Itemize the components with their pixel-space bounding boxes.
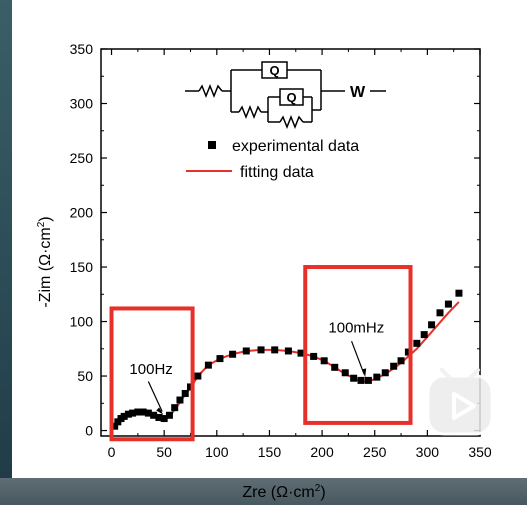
y-axis-ticks: 0 50 100 150 200 250 300 350: [70, 41, 480, 439]
legend-label-fitting: fitting data: [240, 164, 314, 181]
highlight-box-1: [109, 306, 195, 442]
experimental-point: [381, 369, 389, 377]
legend-label-experimental: experimental data: [232, 138, 359, 155]
experimental-point: [397, 357, 405, 365]
plot-border: [100, 48, 481, 437]
cpe-label-inner: Q: [286, 90, 296, 105]
experimental-point: [124, 410, 132, 418]
experimental-point: [350, 374, 358, 382]
y-tick-label: 50: [77, 368, 93, 384]
resistor-inner: [279, 114, 304, 130]
experimental-point: [373, 373, 381, 381]
experimental-point: [455, 289, 463, 297]
experimental-point: [111, 422, 119, 430]
experimental-point: [444, 300, 452, 308]
experimental-point: [420, 331, 428, 339]
y-axis-label-sup: 2: [36, 221, 47, 227]
experimental-point: [297, 349, 305, 357]
x-axis-ticks: 0 50 100 150 200 250 300 350: [108, 49, 492, 460]
x-axis-label: Zre (Ω·cm2): [242, 483, 325, 501]
experimental-point: [428, 321, 436, 329]
experimental-point: [176, 396, 184, 404]
x-tick-label: 0: [108, 444, 116, 460]
experimental-point: [144, 409, 152, 417]
experimental-point: [139, 408, 147, 416]
experimental-point: [436, 309, 444, 317]
experimental-point: [186, 383, 194, 391]
experimental-point: [216, 355, 224, 363]
y-tick-label: 0: [85, 423, 93, 439]
x-tick-label: 100: [205, 444, 229, 460]
y-tick-label: 200: [70, 205, 94, 221]
y-tick-label: 250: [70, 150, 94, 166]
experimental-point: [160, 415, 168, 423]
experimental-point: [271, 346, 279, 354]
experimental-data-layer: [111, 289, 463, 430]
y-tick-label: 300: [70, 96, 94, 112]
y-tick-label: 350: [70, 41, 94, 57]
y-axis-label: -Zim (Ω·cm2): [36, 216, 54, 307]
annotation-100hz: 100Hz: [129, 361, 172, 378]
experimental-point: [242, 347, 250, 355]
annotation-100hz-arrowhead: [156, 407, 164, 415]
experimental-point: [404, 348, 412, 356]
annotation-layer: 100Hz 100mHz: [129, 319, 384, 415]
experimental-point: [229, 350, 237, 358]
resistor-series: [198, 83, 223, 99]
x-tick-label: 50: [156, 444, 172, 460]
y-tick-label: 100: [70, 314, 94, 330]
legend: experimental data fitting data: [186, 138, 359, 181]
resistor-middle: [238, 104, 262, 120]
y-axis-label-main: -Zim (Ω·cm: [37, 227, 54, 307]
experimental-point: [129, 409, 137, 417]
x-axis-label-main: Zre (Ω·cm: [242, 484, 314, 501]
experimental-point: [310, 352, 318, 360]
y-tick-label: 150: [70, 259, 94, 275]
annotation-100mhz-arrowhead: [362, 368, 367, 378]
cpe-label-outer: Q: [269, 63, 279, 78]
annotation-100mhz-arrow: [351, 340, 365, 375]
x-axis-label-close: ): [320, 484, 325, 501]
y-axis-label-close: ): [37, 216, 54, 221]
x-tick-label: 300: [416, 444, 440, 460]
x-tick-label: 350: [468, 444, 492, 460]
experimental-point: [150, 411, 158, 419]
highlight-box-layer: [109, 265, 413, 442]
experimental-point: [155, 413, 163, 421]
experimental-point: [331, 363, 339, 371]
legend-marker-experimental: [208, 141, 216, 149]
experimental-point: [204, 361, 212, 369]
experimental-point: [181, 389, 189, 397]
experimental-point: [171, 404, 179, 412]
video-play-button[interactable]: [424, 366, 498, 440]
experimental-point: [194, 372, 202, 380]
experimental-point: [257, 346, 265, 354]
annotation-100mhz: 100mHz: [328, 319, 384, 336]
experimental-point: [120, 412, 128, 420]
experimental-point: [320, 357, 328, 365]
annotation-100hz-arrow: [147, 381, 163, 412]
experimental-point: [413, 339, 421, 347]
experimental-point: [341, 369, 349, 377]
warburg-label: W: [350, 84, 366, 101]
bottom-edge-strip: [0, 478, 527, 505]
x-tick-label: 250: [363, 444, 387, 460]
x-axis-label-sup: 2: [315, 483, 321, 494]
experimental-point: [390, 362, 398, 370]
experimental-point: [165, 411, 173, 419]
experimental-point: [284, 347, 292, 355]
plot-frame: [100, 48, 481, 437]
experimental-point: [134, 408, 142, 416]
experimental-point: [357, 376, 365, 384]
play-icon: [426, 368, 494, 436]
left-edge-strip: [0, 0, 12, 505]
highlight-box-2: [303, 265, 413, 425]
equivalent-circuit: [185, 61, 386, 130]
x-tick-label: 150: [258, 444, 282, 460]
x-tick-label: 200: [310, 444, 334, 460]
experimental-point: [364, 376, 372, 384]
